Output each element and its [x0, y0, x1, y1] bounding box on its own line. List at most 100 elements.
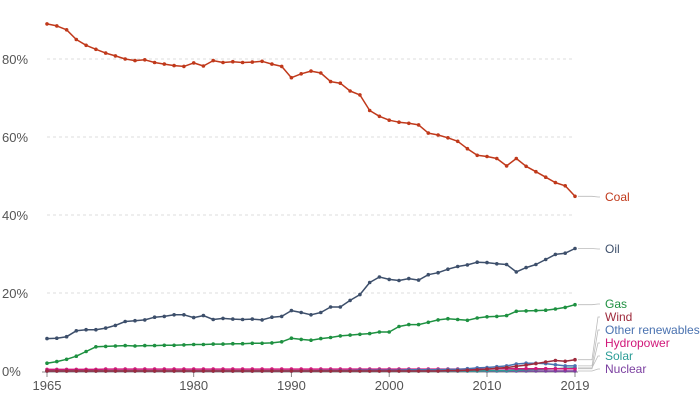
- data-point-gas: [240, 341, 245, 346]
- data-point-gas: [260, 341, 264, 346]
- data-point-coal: [191, 61, 196, 65]
- data-point-wind: [74, 369, 79, 373]
- data-point-gas: [113, 344, 118, 348]
- data-point-coal: [270, 62, 274, 66]
- data-point-oil: [299, 310, 304, 315]
- legend-leader-wind: [578, 316, 600, 361]
- data-point-oil: [45, 336, 49, 341]
- data-point-coal: [436, 133, 440, 137]
- data-point-gas: [299, 337, 304, 342]
- data-point-coal: [211, 58, 215, 63]
- data-point-oil: [446, 267, 450, 272]
- data-point-gas: [45, 361, 49, 366]
- data-point-oil: [514, 270, 519, 274]
- x-tick-label: 2010: [473, 378, 502, 393]
- data-point-gas: [426, 320, 431, 325]
- data-point-coal: [573, 194, 577, 199]
- data-point-oil: [152, 315, 157, 320]
- data-point-gas: [289, 336, 294, 341]
- data-point-wind: [113, 369, 118, 373]
- data-point-oil: [240, 317, 245, 322]
- data-point-oil: [182, 313, 186, 317]
- data-point-wind: [446, 368, 450, 373]
- data-point-coal: [446, 136, 450, 140]
- data-point-coal: [514, 156, 519, 161]
- data-point-oil: [84, 327, 88, 332]
- data-point-wind: [397, 369, 401, 373]
- data-point-wind: [475, 368, 480, 372]
- data-point-oil: [250, 317, 255, 321]
- grid-layer: [47, 58, 575, 294]
- data-point-wind: [172, 369, 176, 373]
- data-point-oil: [553, 252, 558, 257]
- y-tick-label: 80%: [2, 52, 28, 67]
- data-point-wind: [143, 369, 147, 373]
- data-point-wind: [319, 369, 323, 373]
- data-point-wind: [231, 369, 235, 373]
- data-point-coal: [299, 72, 304, 76]
- data-point-gas: [407, 322, 411, 327]
- data-point-gas: [64, 357, 69, 362]
- data-point-gas: [573, 302, 577, 307]
- data-point-coal: [407, 121, 411, 126]
- data-point-coal: [231, 59, 235, 64]
- data-point-gas: [84, 349, 88, 354]
- data-point-hydropower: [553, 366, 558, 371]
- data-point-coal: [377, 114, 382, 119]
- data-point-wind: [407, 369, 411, 373]
- legend-label-oil: Oil: [605, 242, 620, 256]
- data-point-coal: [338, 81, 343, 85]
- data-point-gas: [270, 341, 274, 345]
- data-point-wind: [387, 369, 392, 373]
- data-point-gas: [387, 330, 392, 334]
- data-point-oil: [358, 292, 362, 297]
- data-point-coal: [534, 169, 538, 174]
- data-point-gas: [534, 308, 538, 313]
- legend-leader-hydropower: [578, 342, 600, 370]
- data-point-coal: [84, 43, 88, 48]
- data-point-oil: [309, 313, 313, 317]
- data-point-wind: [182, 369, 186, 373]
- data-point-coal: [279, 64, 284, 69]
- data-point-hydropower: [543, 366, 548, 371]
- data-point-wind: [94, 369, 98, 373]
- data-point-gas: [152, 343, 157, 348]
- data-point-wind: [367, 369, 372, 373]
- series-wind: [45, 357, 577, 373]
- data-point-gas: [162, 343, 167, 348]
- data-point-coal: [475, 153, 480, 158]
- data-point-coal: [133, 58, 137, 63]
- data-point-coal: [250, 60, 255, 64]
- data-point-oil: [211, 317, 215, 322]
- data-point-coal: [113, 54, 118, 58]
- data-point-oil: [426, 272, 431, 277]
- data-point-coal: [319, 71, 323, 75]
- data-point-oil: [172, 313, 176, 317]
- data-point-oil: [162, 314, 167, 319]
- data-point-oil: [289, 308, 294, 313]
- data-point-oil: [534, 262, 538, 267]
- legend-label-coal: Coal: [605, 190, 630, 204]
- data-point-oil: [55, 336, 59, 341]
- data-point-wind: [543, 360, 548, 364]
- data-point-oil: [231, 317, 235, 321]
- data-point-gas: [495, 314, 499, 319]
- data-point-gas: [455, 317, 460, 322]
- data-point-gas: [191, 342, 196, 347]
- data-point-gas: [436, 318, 440, 322]
- data-point-gas: [309, 338, 313, 343]
- legend-label-hydropower: Hydropower: [605, 336, 670, 350]
- data-point-wind: [211, 369, 215, 373]
- data-point-oil: [524, 265, 528, 270]
- legend-label-solar: Solar: [605, 349, 633, 363]
- data-point-oil: [319, 310, 323, 315]
- data-point-gas: [358, 332, 362, 337]
- data-point-coal: [162, 62, 167, 66]
- data-point-other-renewables: [563, 364, 567, 368]
- data-point-oil: [201, 313, 206, 318]
- y-tick-label: 20%: [2, 286, 28, 301]
- data-point-coal: [328, 79, 333, 84]
- data-point-wind: [289, 369, 294, 373]
